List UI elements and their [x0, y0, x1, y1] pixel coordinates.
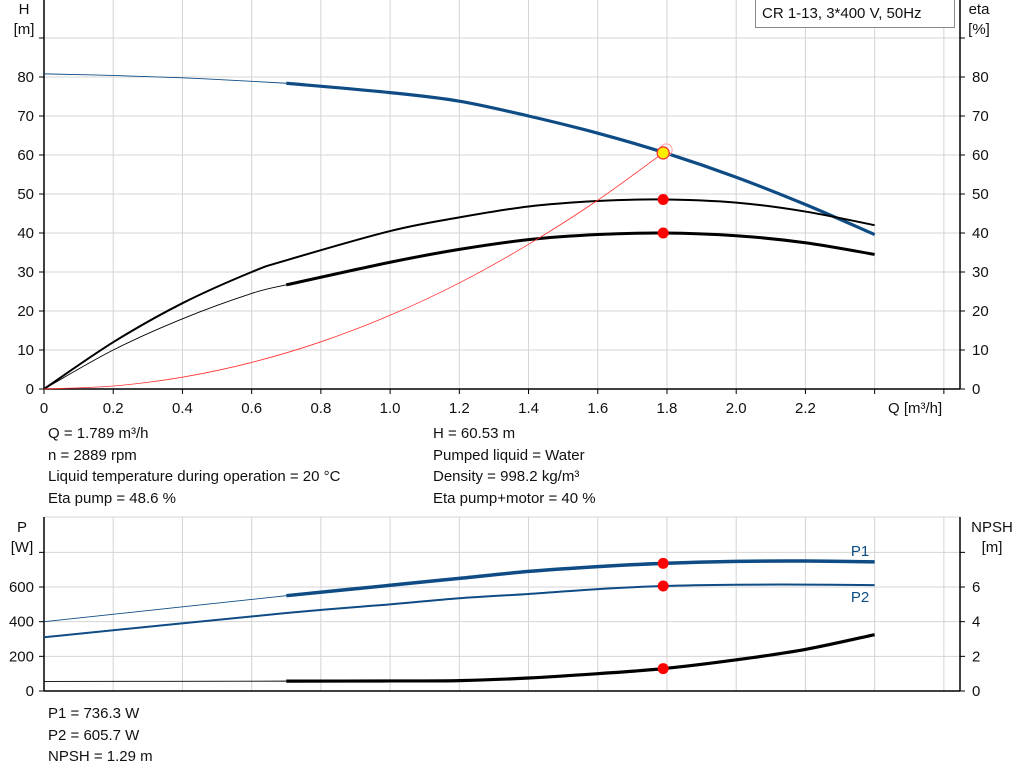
y-tick-label-left: 200: [9, 648, 34, 665]
info-n: n = 2889 rpm: [48, 446, 137, 464]
x-tick-label: 0.6: [241, 400, 262, 417]
info-eta-total: Eta pump+motor = 40 %: [433, 489, 596, 507]
y-tick-label-right: 80: [972, 69, 989, 86]
y-tick-label-left: 0: [26, 381, 34, 398]
x-tick-label: 2.0: [726, 400, 747, 417]
operating-point: [657, 557, 669, 569]
y-tick-label-right: 60: [972, 147, 989, 164]
y-axis-label-left: P: [17, 519, 27, 536]
y-tick-label-left: 20: [17, 303, 34, 320]
p1-curve-extrapolated: [43, 595, 287, 623]
y-tick-label-right: 0: [972, 683, 980, 700]
y-axis-unit-right: [m]: [982, 539, 1003, 556]
x-tick-label: 1.8: [657, 400, 678, 417]
pump-title: CR 1-13, 3*400 V, 50Hz: [762, 5, 922, 22]
info-p2: P2 = 605.7 W: [48, 726, 140, 744]
y-tick-label-left: 50: [17, 186, 34, 203]
pump-curve-chart: 0 0.2 0.4 0.6 0.8 1.0 1.2 1.4 1.6 1.8 2.0 2.2 Q [m³/…: [14, 0, 991, 417]
x-tick-label: 0.4: [172, 400, 193, 417]
y-tick-label-right: 40: [972, 225, 989, 242]
pump-title-box: CR 1-13, 3*400 V, 50Hz: [755, 0, 955, 28]
y-tick-label-right: 6: [972, 579, 980, 596]
info-q: Q = 1.789 m³/h: [48, 425, 149, 442]
y-axis-unit-left: [W]: [11, 539, 34, 556]
y-tick-label-left: 30: [17, 264, 34, 281]
y-axis-label-left: H: [19, 1, 30, 18]
eta-pump-curve: [43, 198, 875, 390]
x-tick-label: 1.0: [380, 400, 401, 417]
npsh-curve: [286, 633, 875, 683]
info-right: H = 60.53 m Pumped liquid = Water Densit…: [433, 423, 596, 509]
y-axis-label-right: eta: [969, 1, 991, 18]
h-curve: [286, 81, 876, 237]
series-label-p1: P1: [851, 543, 869, 560]
series-label-p2: P2: [851, 589, 869, 606]
y-tick-label-right: 70: [972, 108, 989, 125]
info-bottom: P1 = 736.3 W P2 = 605.7 W NPSH = 1.29 m: [48, 703, 153, 768]
x-tick-label: 0: [40, 400, 48, 417]
y-tick-label-left: 60: [17, 147, 34, 164]
y-tick-label-left: 80: [17, 69, 34, 86]
operating-point-eta: [657, 227, 669, 239]
system-curve-curve: [43, 152, 664, 390]
x-tick-label: 2.2: [795, 400, 816, 417]
operating-point-h: [656, 146, 670, 160]
x-axis-label: Q [m³/h]: [888, 400, 942, 417]
y-tick-label-left: 400: [9, 614, 34, 631]
x-tick-label: 1.2: [449, 400, 470, 417]
eta-pump-motor-curve: [285, 231, 875, 287]
y-tick-label-right: 50: [972, 186, 989, 203]
x-tick-label: 1.4: [518, 400, 539, 417]
x-tick-label: 0.2: [103, 400, 124, 417]
info-temp: Liquid temperature during operation = 20…: [48, 468, 341, 485]
y-axis-unit-right: [%]: [968, 21, 990, 38]
info-left: Q = 1.789 m³/h n = 2889 rpm Liquid tempe…: [48, 423, 340, 509]
h-curve-extrapolated: [43, 73, 287, 84]
y-tick-label-right: 30: [972, 264, 989, 281]
p1-curve: [286, 559, 875, 598]
y-tick-label-left: 600: [9, 579, 34, 596]
info-liquid: Pumped liquid = Water: [433, 446, 585, 464]
y-tick-label-left: 0: [26, 683, 34, 700]
operating-point: [657, 580, 669, 592]
operating-point: [657, 663, 669, 675]
y-tick-label-right: 0: [972, 381, 980, 398]
y-tick-label-right: 2: [972, 648, 980, 665]
y-tick-label-right: 10: [972, 342, 989, 359]
x-tick-label: 1.6: [587, 400, 608, 417]
y-tick-label-right: 4: [972, 614, 980, 631]
x-tick-label: 0.8: [310, 400, 331, 417]
info-density: Density = 998.2 kg/m³: [433, 468, 580, 485]
y-tick-label-left: 40: [17, 225, 34, 242]
y-tick-label-left: 10: [17, 342, 34, 359]
y-axis-unit-left: [m]: [14, 21, 35, 38]
p2-curve: [43, 583, 875, 639]
eta-pump-motor-curve-extrapolated: [43, 284, 287, 390]
info-p1: P1 = 736.3 W: [48, 705, 140, 722]
y-axis-label-right: NPSH: [971, 519, 1013, 536]
y-tick-label-right: 20: [972, 303, 989, 320]
info-npsh: NPSH = 1.29 m: [48, 748, 153, 765]
info-eta-pump: Eta pump = 48.6 %: [48, 489, 176, 507]
y-tick-label-left: 70: [17, 108, 34, 125]
operating-point-eta: [657, 193, 669, 205]
info-h: H = 60.53 m: [433, 425, 516, 442]
